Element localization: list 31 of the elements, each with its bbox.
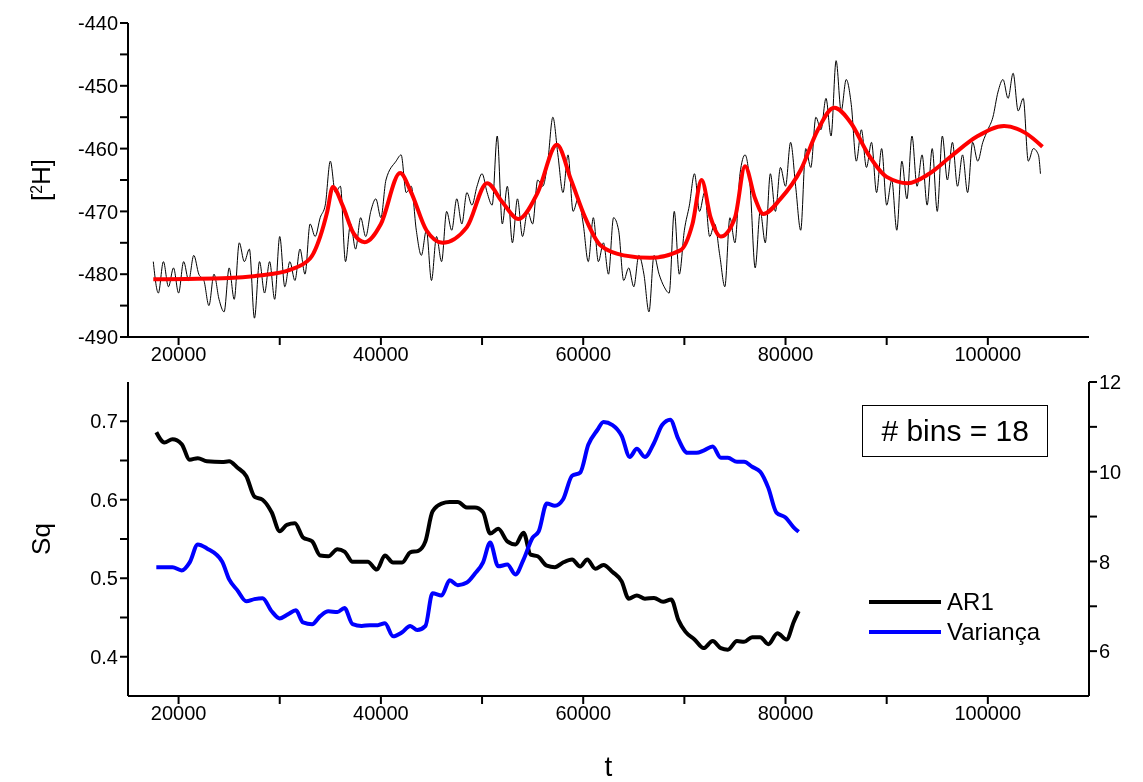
x-tick-label: 20000 [150,343,207,366]
y2-tick-label: 10 [1099,460,1122,483]
legend-label: AR1 [947,588,994,616]
x-tick-label: 100000 [954,343,1022,366]
x-tick-label: 80000 [757,702,814,725]
x-tick-label: 60000 [555,343,612,366]
x-axis-title: t [604,751,613,782]
y-tick-label: -480 [77,263,118,286]
y2-tick-label: 12 [1099,371,1122,394]
y2-tick-label: 6 [1099,640,1111,663]
y-tick-label: 0.4 [90,645,118,668]
annotation: # bins = 18 [862,405,1048,457]
y-tick-label: 0.6 [90,488,118,511]
line-series [152,60,1041,319]
y-tick-label: -470 [77,200,118,223]
y-axis-title: Sq [26,523,56,555]
y-tick-label: -440 [77,12,118,35]
y-tick-label: -490 [77,326,118,349]
y-tick-label: -460 [77,137,118,160]
x-tick-label: 40000 [353,343,409,366]
line-series [151,105,1045,282]
x-tick-label: 100000 [954,702,1022,725]
x-tick-label: 80000 [757,343,814,366]
y-tick-label: 0.7 [90,410,118,433]
y2-tick-label: 8 [1099,550,1111,573]
x-tick-label: 20000 [150,702,207,725]
y-tick-label: 0.5 [90,567,118,590]
x-tick-label: 60000 [555,702,612,725]
legend-label: Variança [947,618,1040,646]
x-tick-label: 40000 [353,702,409,725]
y-tick-label: -450 [77,74,118,97]
